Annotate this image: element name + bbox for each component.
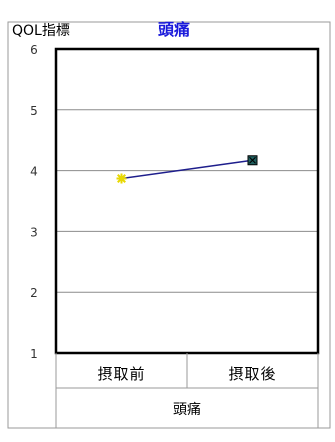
y-tick-label-4: 4 bbox=[30, 165, 38, 179]
y-tick-labels: 1 2 3 4 5 6 bbox=[30, 43, 38, 361]
data-point-0 bbox=[116, 173, 127, 184]
series-line-0 bbox=[121, 159, 253, 180]
category-label-1: 摂取後 bbox=[228, 365, 276, 383]
y-axis-label: QOL指標 bbox=[12, 23, 70, 39]
y-tick-label-1: 1 bbox=[30, 347, 38, 361]
category-label-0: 摂取前 bbox=[97, 365, 145, 383]
data-point-1 bbox=[247, 155, 258, 166]
outer-frame bbox=[7, 21, 331, 429]
plot-frame bbox=[54, 47, 320, 355]
y-tick-label-2: 2 bbox=[30, 286, 38, 300]
y-tick-label-6: 6 bbox=[30, 43, 38, 57]
chart-title: 頭痛 bbox=[158, 20, 190, 39]
gridlines bbox=[56, 109, 318, 293]
series bbox=[116, 155, 258, 184]
y-tick-label-3: 3 bbox=[30, 225, 38, 239]
group-label: 頭痛 bbox=[173, 401, 201, 418]
y-tick-label-5: 5 bbox=[30, 104, 38, 118]
